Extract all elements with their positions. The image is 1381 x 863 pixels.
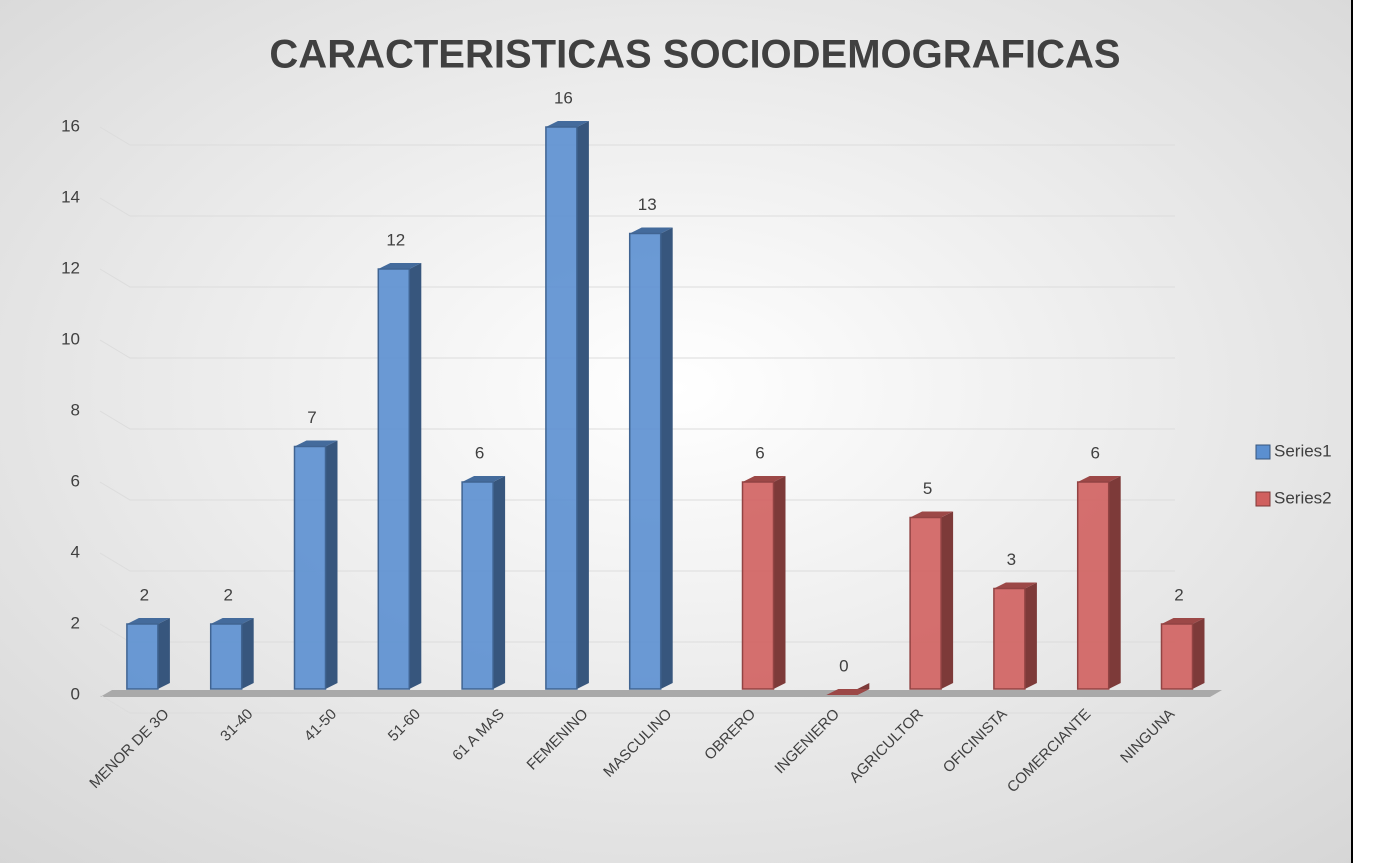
bar-side [241, 618, 254, 689]
bar-front [126, 623, 159, 690]
grid-line [99, 268, 1175, 288]
y-tick-label: 10 [61, 329, 80, 348]
floor [100, 690, 1222, 697]
data-label: 16 [554, 88, 573, 107]
data-label: 5 [923, 479, 932, 498]
bar-side [660, 227, 673, 689]
legend-swatch [1255, 444, 1271, 460]
grid-line [99, 410, 1175, 430]
chart-title: CARACTERISTICAS SOCIODEMOGRAFICAS [269, 33, 1120, 77]
grid-line [99, 552, 1175, 572]
bar-top [910, 511, 954, 518]
bar [628, 227, 673, 690]
y-tick-label: 6 [71, 471, 80, 490]
legend-swatch [1255, 491, 1271, 507]
bar [1076, 476, 1121, 690]
grid-line [99, 126, 1175, 146]
grid-line [99, 197, 1175, 217]
bar-side [157, 618, 170, 689]
y-tick-label: 2 [71, 613, 80, 632]
bar [461, 476, 506, 690]
y-tick-label: 8 [71, 400, 80, 419]
bar-front [545, 126, 578, 690]
legend-label: Series2 [1274, 488, 1332, 507]
bar-top [826, 689, 870, 695]
bar-front [461, 481, 494, 690]
data-label: 6 [1090, 443, 1099, 462]
bar-front [1160, 623, 1194, 690]
grid-line [99, 481, 1175, 501]
data-label: 2 [1174, 585, 1183, 604]
bar-top [629, 227, 673, 234]
bar-side [325, 440, 338, 689]
bar-side [1108, 476, 1121, 689]
y-tick-label: 0 [71, 684, 80, 703]
bar-side [493, 476, 506, 689]
data-label: 13 [638, 195, 657, 214]
data-label: 12 [386, 230, 405, 249]
bar-top [545, 121, 589, 127]
bar-top [742, 476, 786, 482]
data-label: 7 [307, 408, 316, 427]
bar-top [378, 263, 422, 269]
bar-top [462, 476, 506, 482]
grid-line [99, 339, 1175, 359]
bar-side [1024, 582, 1037, 689]
y-tick-label: 16 [61, 116, 80, 135]
bar-side [1192, 618, 1205, 689]
bar-front [909, 516, 942, 690]
bar [377, 263, 422, 690]
bar-top [294, 440, 338, 447]
bar-top [210, 618, 254, 624]
data-label: 2 [140, 585, 149, 604]
data-label: 2 [223, 585, 232, 604]
bar-front [993, 587, 1026, 690]
bar-top [126, 618, 170, 624]
data-label: 6 [475, 443, 484, 462]
bar-top [1077, 476, 1121, 482]
bar [126, 618, 170, 690]
bar-front [628, 232, 662, 690]
bar-top [993, 582, 1037, 589]
bar-side [576, 121, 589, 689]
bar-front [377, 268, 411, 690]
data-label: 0 [839, 656, 848, 675]
y-tick-label: 12 [61, 258, 80, 277]
legend-label: Series1 [1274, 441, 1332, 460]
bar-front [293, 445, 327, 690]
bar [209, 618, 254, 690]
bar [909, 511, 954, 690]
y-tick-label: 4 [71, 542, 80, 561]
bar [741, 476, 786, 690]
bar-side [941, 511, 954, 689]
bar-front [209, 623, 243, 690]
bar-side [773, 476, 786, 689]
bar [993, 582, 1037, 690]
data-label: 3 [1007, 550, 1016, 569]
grid-line [99, 694, 1175, 714]
bar-side [409, 263, 422, 689]
chart-background [0, 0, 1352, 863]
bar-front [1076, 481, 1110, 690]
bar [1160, 618, 1205, 690]
y-tick-label: 14 [61, 187, 80, 206]
data-label: 6 [755, 443, 764, 462]
bar-front [741, 481, 775, 690]
bar [293, 440, 338, 690]
bar-top [1161, 618, 1205, 624]
bar [826, 683, 870, 695]
bar [545, 121, 589, 690]
